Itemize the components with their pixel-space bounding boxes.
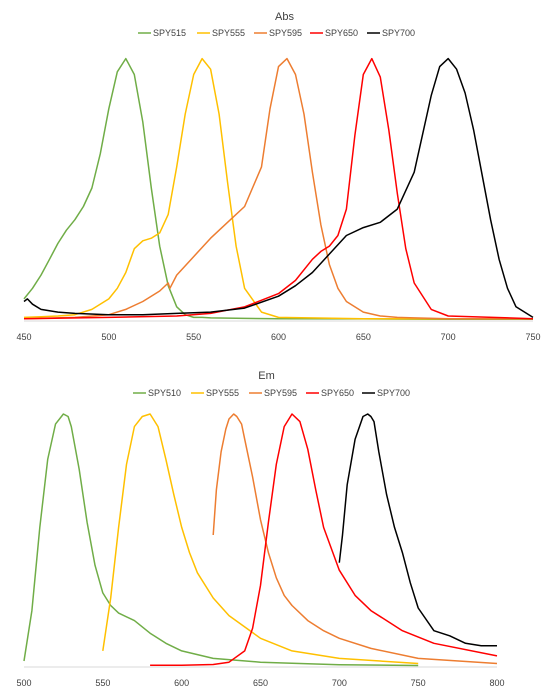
legend-label-spy510: SPY510 <box>148 388 181 398</box>
x-tick-label: 800 <box>489 678 504 688</box>
legend-label-spy650: SPY650 <box>325 28 358 38</box>
x-tick-label: 550 <box>186 332 201 342</box>
series-line-spy650 <box>23 57 534 320</box>
x-tick-label: 650 <box>356 332 371 342</box>
series-line-spy515 <box>23 57 533 320</box>
x-tick-label: 700 <box>332 678 347 688</box>
legend-label-spy555: SPY555 <box>206 388 239 398</box>
series-line-spy650 <box>150 413 498 666</box>
legend-label-spy700: SPY700 <box>377 388 410 398</box>
series-line-spy555 <box>102 413 419 665</box>
series-line-spy510 <box>23 413 419 667</box>
legend-label-spy515: SPY515 <box>153 28 186 38</box>
x-tick-label: 500 <box>101 332 116 342</box>
series-line-spy700 <box>338 413 497 647</box>
legend-label-spy555: SPY555 <box>212 28 245 38</box>
chart-title: Em <box>258 370 275 382</box>
series-line-spy595 <box>212 413 498 665</box>
legend-label-spy595: SPY595 <box>264 388 297 398</box>
x-tick-label: 450 <box>16 332 31 342</box>
chart-panel-em: Em SPY510 SPY555 SPY595 SPY650 SPY700 500 550 60… <box>16 370 504 688</box>
x-tick-label: 550 <box>95 678 110 688</box>
x-tick-label: 750 <box>525 332 540 342</box>
x-tick-label: 600 <box>271 332 286 342</box>
x-tick-label: 600 <box>174 678 189 688</box>
chart-title: Abs <box>275 11 294 23</box>
legend-label-spy595: SPY595 <box>269 28 302 38</box>
x-tick-label: 500 <box>16 678 31 688</box>
chart-panel-abs: Abs SPY515 SPY555 SPY595 SPY650 SPY700 450 500 5… <box>16 11 540 342</box>
x-tick-label: 750 <box>411 678 426 688</box>
series-line-spy595 <box>23 57 533 320</box>
series-line-spy555 <box>23 57 533 320</box>
x-tick-label: 700 <box>441 332 456 342</box>
x-tick-label: 650 <box>253 678 268 688</box>
series-line-spy700 <box>23 57 534 319</box>
legend-label-spy700: SPY700 <box>382 28 415 38</box>
legend-label-spy650: SPY650 <box>321 388 354 398</box>
